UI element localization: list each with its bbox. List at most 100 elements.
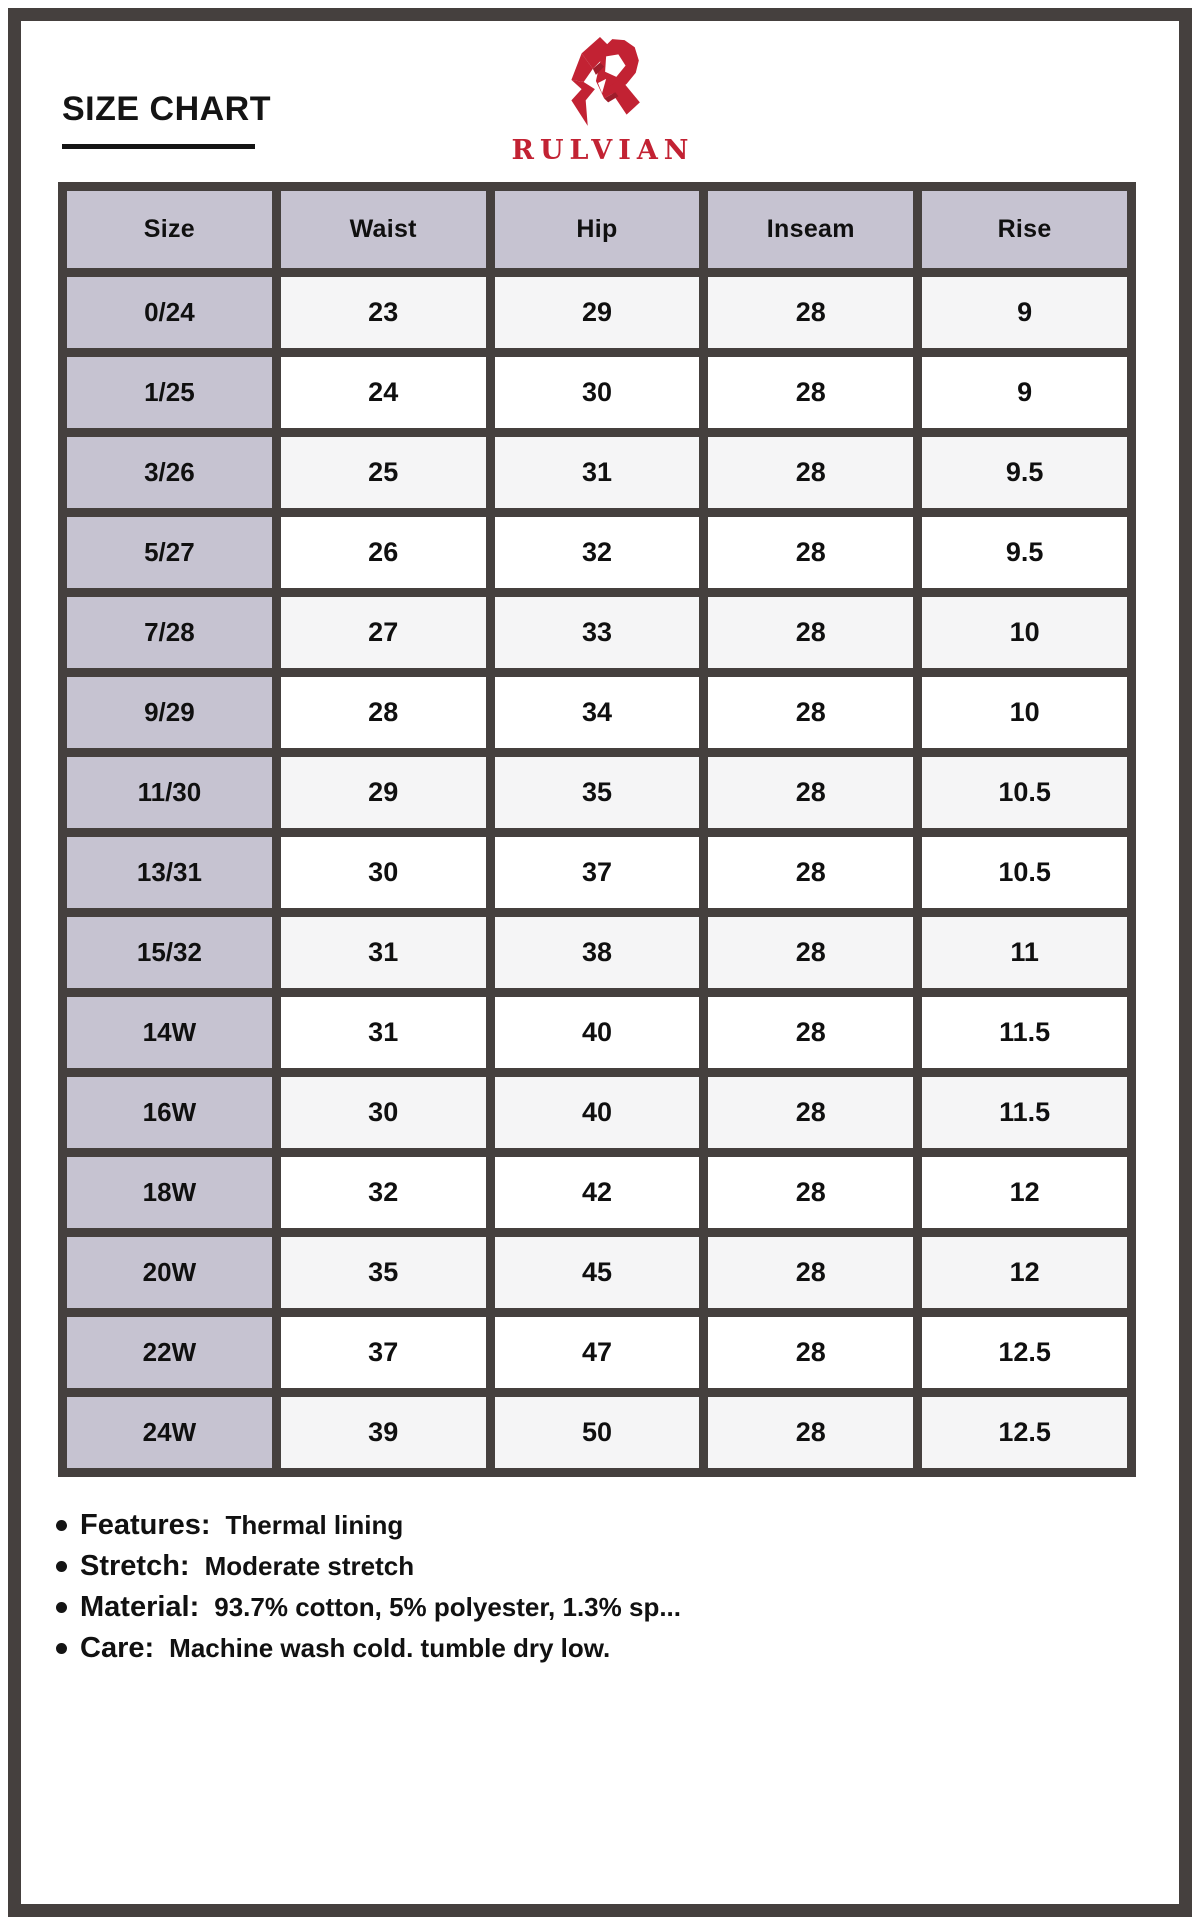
detail-value: Moderate stretch (204, 1551, 415, 1581)
hip-cell: 34 (485, 668, 709, 757)
detail-item: Stretch: Moderate stretch (56, 1546, 1076, 1587)
waist-cell: 23 (271, 268, 495, 357)
detail-item: Care: Machine wash cold. tumble dry low. (56, 1628, 1076, 1669)
size-cell: 1/25 (58, 348, 281, 437)
inseam-cell: 28 (699, 348, 923, 437)
bullet-icon (56, 1602, 67, 1613)
inseam-cell: 28 (699, 1388, 923, 1477)
rise-cell: 9 (913, 348, 1136, 437)
hip-cell: 33 (485, 588, 709, 677)
size-cell: 11/30 (58, 748, 281, 837)
hip-cell: 30 (485, 348, 709, 437)
table-row: 1/25 24 30 28 9 (58, 348, 1136, 437)
hip-cell: 31 (485, 428, 709, 517)
table-row: 0/24 23 29 28 9 (58, 268, 1136, 357)
product-details: Features: Thermal lining Stretch: Modera… (56, 1505, 1076, 1669)
size-cell: 9/29 (58, 668, 281, 757)
rise-cell: 11.5 (913, 988, 1136, 1077)
hip-cell: 50 (485, 1388, 709, 1477)
hip-cell: 45 (485, 1228, 709, 1317)
inseam-cell: 28 (699, 1148, 923, 1237)
waist-cell: 25 (271, 428, 495, 517)
inseam-cell: 28 (699, 268, 923, 357)
size-cell: 5/27 (58, 508, 281, 597)
table-row: 22W 37 47 28 12.5 (58, 1308, 1136, 1397)
detail-item: Features: Thermal lining (56, 1505, 1076, 1546)
rise-cell: 10.5 (913, 748, 1136, 837)
inseam-cell: 28 (699, 748, 923, 837)
hip-cell: 47 (485, 1308, 709, 1397)
rise-cell: 9 (913, 268, 1136, 357)
table-row: 20W 35 45 28 12 (58, 1228, 1136, 1317)
size-cell: 3/26 (58, 428, 281, 517)
table-row: 24W 39 50 28 12.5 (58, 1388, 1136, 1477)
table-row: 13/31 30 37 28 10.5 (58, 828, 1136, 917)
waist-cell: 24 (271, 348, 495, 437)
rise-cell: 12.5 (913, 1308, 1136, 1397)
detail-label: Stretch: (80, 1550, 190, 1582)
rise-cell: 10.5 (913, 828, 1136, 917)
waist-cell: 27 (271, 588, 495, 677)
detail-label: Care: (80, 1632, 155, 1664)
detail-value: Thermal lining (225, 1510, 404, 1540)
header-cell: Size (58, 182, 281, 277)
detail-value: 93.7% cotton, 5% polyester, 1.3% sp... (214, 1592, 681, 1622)
rise-cell: 12 (913, 1148, 1136, 1237)
rise-cell: 9.5 (913, 428, 1136, 517)
inseam-cell: 28 (699, 668, 923, 757)
waist-cell: 32 (271, 1148, 495, 1237)
header-cell: Waist (271, 182, 495, 277)
header-cell: Inseam (699, 182, 923, 277)
size-cell: 24W (58, 1388, 281, 1477)
brand-logo-r-icon (571, 37, 640, 126)
waist-cell: 37 (271, 1308, 495, 1397)
waist-cell: 31 (271, 988, 495, 1077)
size-chart-table: Size Waist Hip Inseam Rise 0/24 23 29 28 (58, 182, 1136, 1477)
inseam-cell: 28 (699, 988, 923, 1077)
rise-cell: 11.5 (913, 1068, 1136, 1157)
rise-cell: 11 (913, 908, 1136, 997)
inseam-cell: 28 (699, 908, 923, 997)
hip-cell: 37 (485, 828, 709, 917)
table-header-row: Size Waist Hip Inseam Rise (58, 182, 1136, 277)
table-row: 9/29 28 34 28 10 (58, 668, 1136, 757)
inseam-cell: 28 (699, 508, 923, 597)
bullet-icon (56, 1643, 67, 1654)
detail-item: Material: 93.7% cotton, 5% polyester, 1.… (56, 1587, 1076, 1628)
brand-wordmark: RULVIAN (511, 135, 695, 166)
waist-cell: 31 (271, 908, 495, 997)
size-cell: 18W (58, 1148, 281, 1237)
brand-block: RULVIAN (0, 36, 1200, 166)
rise-cell: 12.5 (913, 1388, 1136, 1477)
size-cell: 7/28 (58, 588, 281, 677)
size-cell: 16W (58, 1068, 281, 1157)
table-row: 14W 31 40 28 11.5 (58, 988, 1136, 1077)
table-row: 11/30 29 35 28 10.5 (58, 748, 1136, 837)
rise-cell: 10 (913, 668, 1136, 757)
size-cell: 0/24 (58, 268, 281, 357)
rise-cell: 9.5 (913, 508, 1136, 597)
waist-cell: 30 (271, 828, 495, 917)
hip-cell: 35 (485, 748, 709, 837)
table-row: 5/27 26 32 28 9.5 (58, 508, 1136, 597)
size-cell: 22W (58, 1308, 281, 1397)
header-cell: Rise (913, 182, 1136, 277)
waist-cell: 35 (271, 1228, 495, 1317)
table-row: 7/28 27 33 28 10 (58, 588, 1136, 677)
waist-cell: 30 (271, 1068, 495, 1157)
waist-cell: 39 (271, 1388, 495, 1477)
detail-label: Material: (80, 1591, 200, 1623)
hip-cell: 42 (485, 1148, 709, 1237)
rise-cell: 12 (913, 1228, 1136, 1317)
bullet-icon (56, 1520, 67, 1531)
waist-cell: 29 (271, 748, 495, 837)
inseam-cell: 28 (699, 1308, 923, 1397)
inseam-cell: 28 (699, 588, 923, 677)
title-underline (62, 144, 255, 149)
hip-cell: 32 (485, 508, 709, 597)
size-cell: 20W (58, 1228, 281, 1317)
hip-cell: 40 (485, 988, 709, 1077)
hip-cell: 40 (485, 1068, 709, 1157)
header-cell: Hip (485, 182, 709, 277)
size-cell: 14W (58, 988, 281, 1077)
